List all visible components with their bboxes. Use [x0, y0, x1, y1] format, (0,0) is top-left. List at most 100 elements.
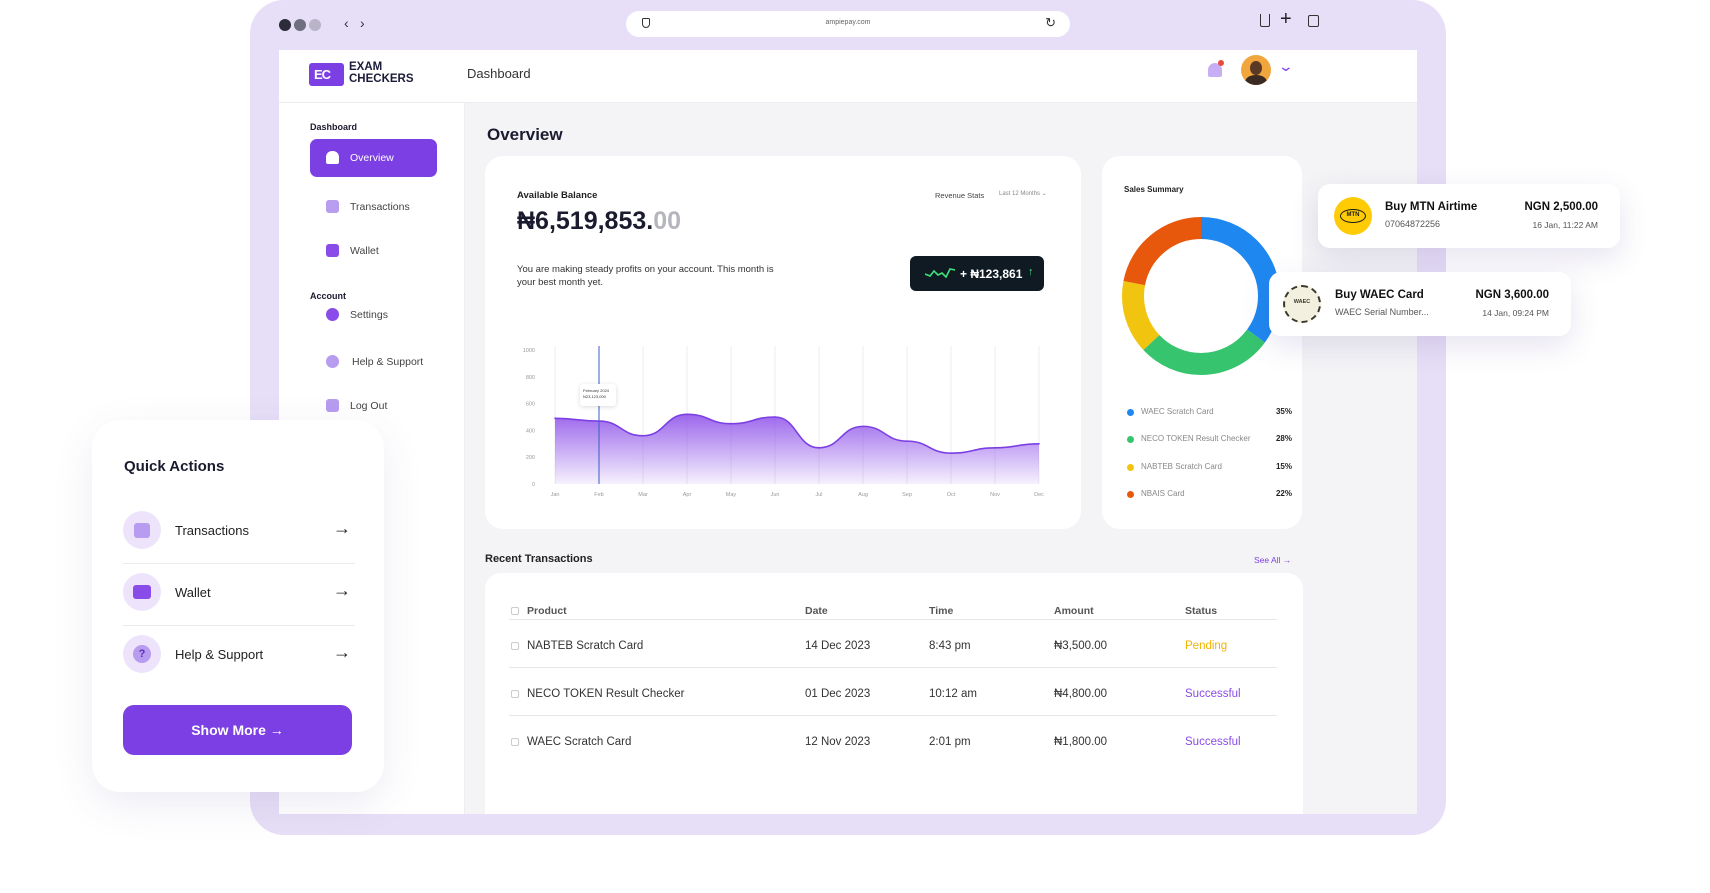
x-tick-label: Dec — [1034, 492, 1044, 498]
tooltip-value: N23,123,000 — [583, 394, 606, 399]
legend-swatch — [1127, 436, 1134, 443]
x-tick-label: Aug — [858, 492, 868, 498]
balance-card: Available Balance ₦6,519,853.00 Revenue … — [485, 156, 1081, 529]
main-content: Overview Available Balance ₦6,519,853.00… — [465, 103, 1417, 814]
x-tick-label: Jun — [771, 492, 780, 498]
y-tick-label: 1000 — [523, 348, 535, 354]
forward-icon[interactable]: › — [360, 15, 365, 31]
x-tick-label: Jul — [815, 492, 822, 498]
arrow-right-icon: → — [333, 518, 351, 538]
sidebar-item-overview[interactable]: Overview — [310, 139, 437, 177]
donut-slice — [1122, 217, 1280, 375]
column-header-amount: Amount — [1054, 605, 1094, 617]
activity-popup-waec[interactable]: WAEC Buy WAEC Card WAEC Serial Number...… — [1269, 272, 1571, 336]
mtn-logo-text: MTN — [1340, 209, 1366, 223]
show-more-button[interactable]: Show More → — [123, 705, 352, 755]
sidebar-item-logout[interactable]: Log Out — [310, 387, 437, 425]
data-point — [1038, 443, 1040, 445]
see-all-link[interactable]: See All → — [1254, 555, 1291, 565]
period-select-value: Last 12 Months — [999, 191, 1041, 197]
profit-value: + ₦123,861 — [960, 267, 1023, 281]
waec-logo-text: WAEC — [1293, 299, 1311, 305]
legend-item: NECO TOKEN Result Checker 28% — [1127, 433, 1292, 445]
x-tick-label: Oct — [947, 492, 956, 498]
y-tick-label: 600 — [526, 402, 535, 408]
data-point — [906, 440, 908, 442]
bag-icon — [326, 200, 339, 213]
period-select[interactable]: Last 12 Months ⌄ — [999, 190, 1047, 197]
cell-time: 10:12 am — [929, 688, 977, 700]
overview-title: Overview — [487, 125, 563, 144]
window-dot-close[interactable] — [279, 19, 291, 31]
legend-swatch — [1127, 464, 1134, 471]
address-bar[interactable]: ampiepay.com ↻ — [626, 11, 1070, 37]
question-icon: ? — [123, 635, 161, 673]
window-dot-max[interactable] — [309, 19, 321, 31]
arrow-right-icon: → — [333, 580, 351, 600]
cell-status: Successful — [1185, 736, 1241, 748]
sidebar-section-account: Account — [310, 291, 346, 301]
quick-action-label: Wallet — [175, 585, 211, 600]
data-point — [994, 447, 996, 449]
row-checkbox[interactable] — [511, 738, 519, 746]
sidebar-item-label: Overview — [350, 152, 394, 164]
row-checkbox[interactable] — [511, 642, 519, 650]
logo-mark: EC — [314, 67, 331, 82]
sidebar-item-label: Log Out — [350, 400, 388, 412]
sidebar-item-wallet[interactable]: Wallet — [310, 232, 437, 270]
new-tab-icon[interactable]: + — [1280, 8, 1292, 30]
recent-transactions-title: Recent Transactions — [485, 553, 593, 565]
quick-action-wallet[interactable]: Wallet → — [123, 564, 355, 620]
sidebar-item-label: Transactions — [350, 201, 410, 213]
share-icon[interactable] — [1260, 14, 1270, 27]
reload-icon[interactable]: ↻ — [1045, 15, 1056, 30]
legend-item: WAEC Scratch Card 35% — [1127, 406, 1292, 418]
popup-title: Buy WAEC Card — [1335, 289, 1424, 301]
cell-status: Pending — [1185, 640, 1228, 652]
x-tick-label: Nov — [990, 492, 1000, 498]
bell-icon[interactable] — [1206, 59, 1224, 79]
tabs-icon[interactable] — [1308, 15, 1319, 27]
legend-item: NABTEB Scratch Card 15% — [1127, 461, 1292, 473]
balance-amount: ₦6,519,853.00 — [517, 207, 681, 236]
donut-slice — [1122, 217, 1280, 375]
activity-popup-mtn[interactable]: MTN Buy MTN Airtime 07064872256 NGN 2,50… — [1318, 184, 1620, 248]
chart-tooltip: February 2024 N23,123,000 — [580, 384, 616, 406]
select-all-checkbox[interactable] — [511, 607, 519, 615]
transactions-table: Product Date Time Amount Status NABTEB S… — [485, 573, 1303, 814]
chevron-down-icon[interactable]: ⌄ — [1277, 58, 1295, 74]
table-row[interactable]: NECO TOKEN Result Checker 01 Dec 2023 10… — [509, 667, 1277, 715]
data-point — [686, 413, 688, 416]
row-checkbox[interactable] — [511, 690, 519, 698]
window-dot-min[interactable] — [294, 19, 306, 31]
popup-title: Buy MTN Airtime — [1385, 201, 1478, 213]
back-icon[interactable]: ‹ — [344, 15, 349, 31]
quick-action-transactions[interactable]: Transactions → — [123, 502, 355, 558]
sidebar-item-transactions[interactable]: Transactions — [310, 188, 437, 226]
quick-actions-card: Quick Actions Transactions → Wallet → ? … — [92, 420, 384, 792]
cell-date: 01 Dec 2023 — [805, 688, 871, 700]
popup-subtitle: WAEC Serial Number... — [1335, 307, 1429, 317]
data-point — [774, 416, 776, 418]
column-header-date: Date — [805, 605, 828, 617]
avatar[interactable] — [1241, 55, 1271, 85]
table-row[interactable]: NABTEB Scratch Card 14 Dec 2023 8:43 pm … — [509, 619, 1277, 667]
popup-date: 16 Jan, 11:22 AM — [1532, 220, 1598, 230]
sidebar-item-settings[interactable]: Settings — [310, 296, 437, 334]
top-header: EC EXAM CHECKERS Dashboard ⌄ — [279, 50, 1417, 103]
sidebar-item-help[interactable]: Help & Support — [310, 343, 437, 381]
brand-line-2: CHECKERS — [349, 73, 414, 85]
quick-action-help[interactable]: ? Help & Support → — [123, 626, 355, 682]
table-row[interactable]: WAEC Scratch Card 12 Nov 2023 2:01 pm ₦1… — [509, 715, 1277, 763]
tooltip-date: February 2024 — [583, 388, 610, 393]
data-point — [862, 425, 864, 428]
legend-percent: 35% — [1275, 407, 1292, 416]
sidebar-item-label: Help & Support — [352, 356, 424, 368]
column-header-product: Product — [527, 605, 567, 617]
column-header-status: Status — [1185, 605, 1218, 617]
chevron-down-icon: ⌄ — [1041, 191, 1047, 197]
legend-label: WAEC Scratch Card — [1141, 407, 1214, 416]
brand-logo[interactable]: EC — [309, 63, 344, 86]
url-text: ampiepay.com — [825, 19, 871, 26]
arrow-right-icon: → — [1282, 555, 1292, 565]
